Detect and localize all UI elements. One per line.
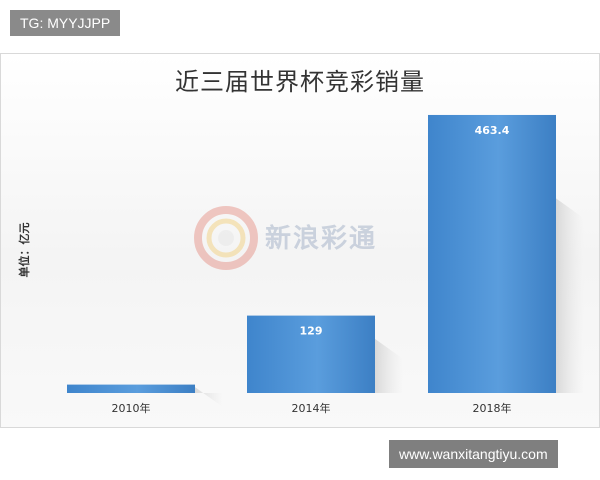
bar-2014年 bbox=[247, 315, 375, 393]
bar-shadow bbox=[375, 338, 403, 393]
watermark-text: 新浪彩通 bbox=[265, 224, 378, 254]
url-badge: www.wanxitangtiyu.com bbox=[389, 440, 558, 468]
chart-title: 近三届世界杯竞彩销量 bbox=[175, 68, 425, 96]
tg-tag: TG: MYYJJPP bbox=[10, 10, 121, 36]
bar-shadow bbox=[556, 198, 584, 393]
bar-shadow bbox=[195, 387, 223, 408]
bar-2018年 bbox=[428, 114, 556, 394]
data-label: 129 bbox=[300, 325, 323, 338]
data-label: 463.4 bbox=[475, 124, 510, 137]
x-tick-label: 2010年 bbox=[112, 401, 151, 415]
x-tick-label: 2018年 bbox=[473, 401, 512, 415]
bar-2010年 bbox=[67, 384, 195, 393]
sina-logo-icon bbox=[194, 206, 258, 270]
x-tick-label: 2014年 bbox=[292, 401, 331, 415]
